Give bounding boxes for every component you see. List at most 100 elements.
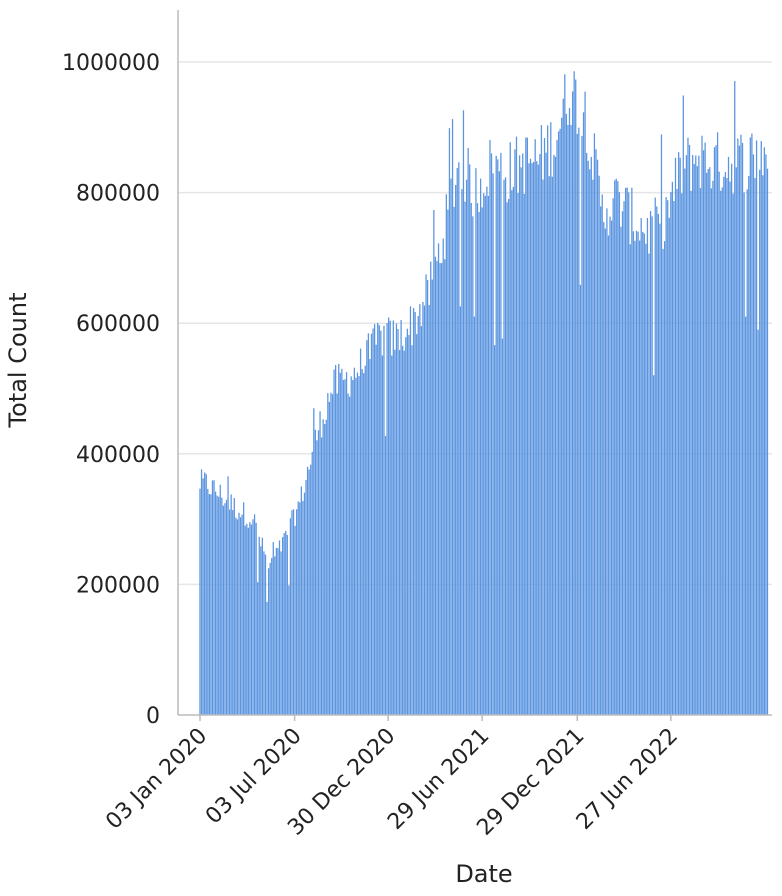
bar — [230, 494, 232, 715]
bar — [255, 522, 257, 715]
bar — [219, 484, 221, 715]
bar — [222, 505, 225, 715]
bar — [384, 435, 387, 715]
bar — [706, 172, 708, 716]
bar — [358, 375, 360, 715]
bar — [520, 167, 522, 715]
bar — [651, 216, 653, 715]
bar — [726, 177, 728, 716]
bar — [674, 157, 677, 715]
bar — [467, 147, 469, 715]
bar — [411, 345, 413, 715]
bar — [283, 533, 285, 715]
bar — [381, 355, 384, 715]
bar — [377, 322, 379, 715]
bar — [648, 253, 650, 715]
bar — [751, 133, 753, 715]
bar — [327, 393, 329, 715]
bar — [514, 149, 516, 715]
bar — [392, 320, 394, 715]
bar — [494, 345, 496, 715]
bar — [264, 554, 267, 715]
bar — [403, 350, 405, 715]
y-tick-label: 1000000 — [62, 51, 160, 76]
bar — [260, 546, 262, 715]
bar — [550, 122, 552, 716]
bar — [462, 110, 465, 715]
bar — [682, 95, 684, 716]
bar — [281, 537, 284, 715]
bar — [233, 497, 235, 715]
bar — [278, 540, 281, 715]
bar — [766, 168, 769, 716]
bar — [557, 131, 560, 715]
bar — [738, 145, 741, 715]
bar — [754, 177, 756, 716]
bar — [442, 238, 444, 715]
bar — [236, 519, 239, 715]
bar — [300, 486, 302, 715]
bar — [715, 145, 717, 715]
bar — [258, 536, 260, 715]
bar — [518, 155, 521, 716]
bar — [400, 320, 402, 715]
bar — [568, 107, 571, 715]
bar — [244, 525, 246, 715]
bar — [211, 480, 214, 715]
bar — [509, 142, 511, 715]
bar — [531, 163, 533, 715]
bar — [479, 178, 482, 715]
bar — [458, 162, 460, 715]
bar — [208, 494, 210, 715]
bar — [445, 194, 447, 716]
y-tick-label: 800000 — [76, 182, 160, 207]
bar — [420, 326, 423, 715]
bar — [632, 231, 635, 716]
bar — [684, 168, 686, 716]
bar — [394, 349, 396, 715]
bar — [227, 476, 229, 715]
bar — [317, 430, 320, 715]
bar — [487, 195, 490, 715]
bar — [486, 186, 488, 716]
bar — [732, 193, 734, 715]
bar — [677, 152, 680, 715]
bar — [659, 223, 661, 715]
bar — [372, 328, 374, 715]
bar — [578, 127, 580, 716]
bar — [216, 495, 218, 715]
bar — [676, 188, 678, 716]
bar — [221, 497, 223, 715]
bar — [355, 377, 357, 715]
bar — [341, 368, 343, 715]
bar — [249, 522, 251, 715]
bar — [592, 179, 594, 716]
bar — [243, 502, 245, 715]
bar — [646, 217, 649, 715]
bar — [495, 155, 497, 715]
bar — [412, 308, 415, 715]
bar — [749, 137, 751, 715]
bar — [296, 509, 298, 715]
bar — [743, 192, 745, 715]
bar — [271, 558, 273, 715]
bar — [634, 240, 636, 716]
bar — [425, 274, 427, 715]
bar — [662, 248, 664, 715]
bar — [504, 177, 507, 716]
bar — [375, 344, 377, 715]
bar — [356, 372, 359, 715]
axes — [177, 10, 772, 716]
bar — [617, 181, 619, 715]
bar — [696, 166, 698, 715]
bar — [532, 161, 535, 716]
bar — [727, 156, 730, 715]
bar — [397, 329, 399, 715]
bar — [225, 499, 228, 715]
bar — [325, 419, 327, 715]
y-tick-label: 400000 — [76, 443, 160, 468]
bar — [637, 231, 639, 715]
bar — [604, 228, 606, 716]
bar — [663, 241, 666, 715]
